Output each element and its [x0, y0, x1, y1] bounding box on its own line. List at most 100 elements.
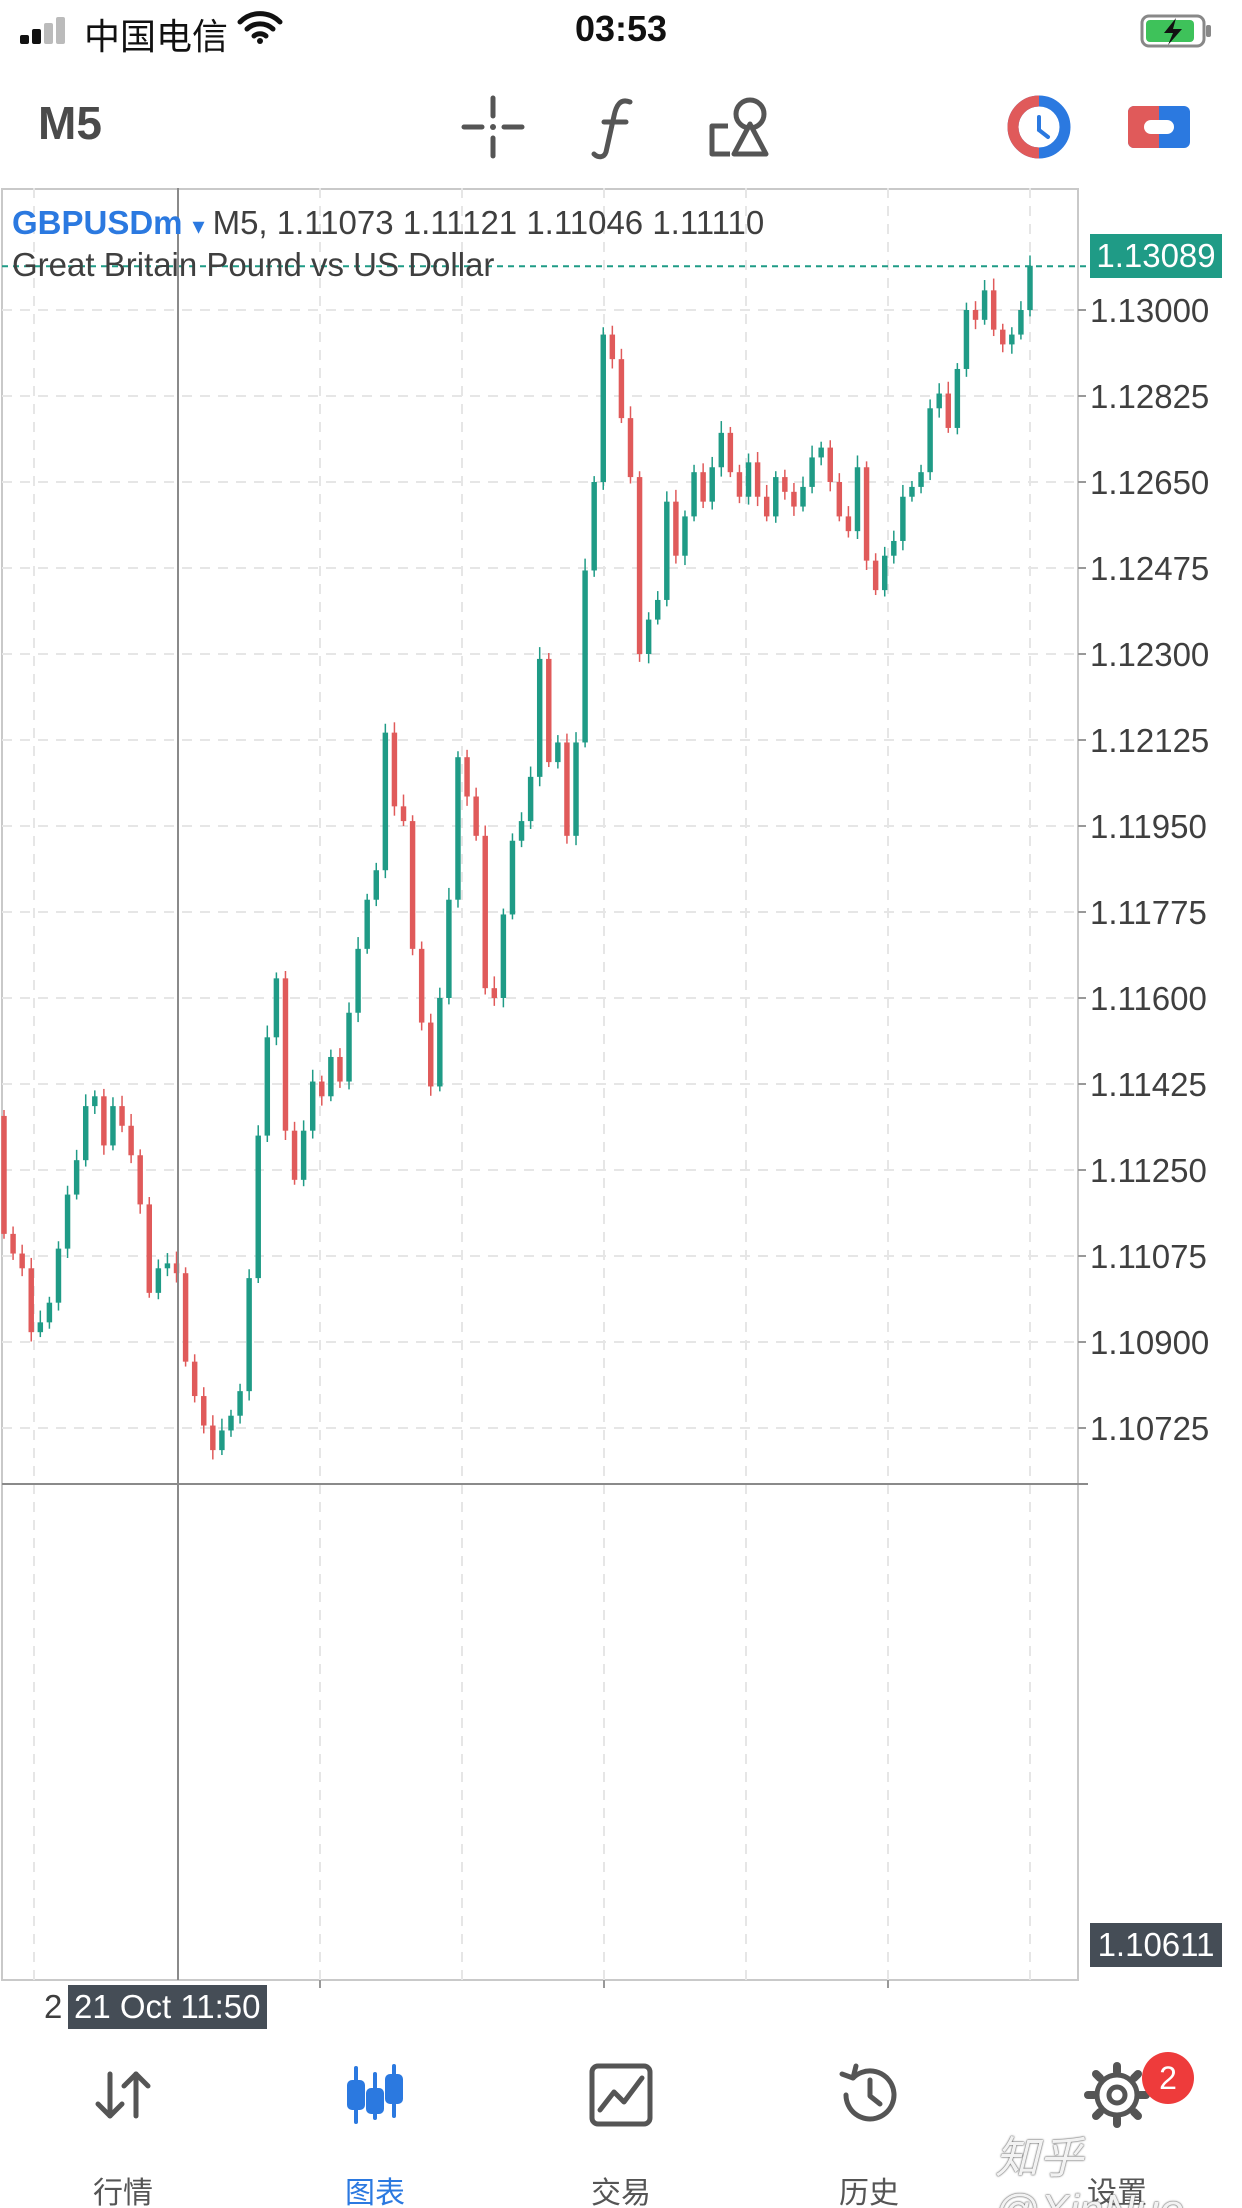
chart-frame [1, 188, 1079, 1981]
crosshair-icon[interactable] [458, 92, 528, 162]
y-tick-label: 1.12475 [1090, 550, 1209, 587]
candle-body [137, 1155, 143, 1205]
watermark: 知乎 @XinNuo [995, 2134, 1184, 2208]
candle-body [300, 1130, 307, 1180]
candle-body [900, 496, 906, 541]
candle-body [854, 467, 861, 532]
candle-body [773, 477, 779, 517]
candle-body [455, 757, 461, 900]
status-bar: 中国电信 03:53 [0, 0, 1242, 60]
quotes-icon [88, 2060, 158, 2130]
candle-body [1, 1115, 7, 1234]
clock: 03:53 [574, 8, 668, 49]
nav-label-settings: 设置 [1087, 2177, 1147, 2208]
candle-body [882, 555, 888, 591]
nav-label-history: 历史 [839, 2177, 899, 2208]
nav-item-trade[interactable]: 交易 [536, 2040, 706, 2208]
candlestick-chart[interactable]: 1.13000 1.12825 1.12650 1.12475 1.12300 1.121… [0, 188, 1242, 1988]
candle-body [110, 1106, 116, 1146]
candle-body [818, 447, 824, 458]
candle-body [210, 1425, 216, 1451]
y-tick-label: 1.12125 [1090, 722, 1209, 759]
candle-body [564, 742, 570, 836]
y-tick-label: 1.11775 [1090, 894, 1207, 931]
candle-body [146, 1204, 152, 1293]
candle-body [482, 835, 488, 989]
y-tick-label: 1.11075 [1090, 1238, 1207, 1275]
wifi-icon [236, 10, 284, 51]
candle-body [173, 1263, 180, 1274]
candle-body [909, 486, 915, 497]
notification-badge: 2 [1142, 2052, 1194, 2104]
y-tick-label: 1.10725 [1090, 1410, 1209, 1447]
y-tick-label: 1.12300 [1090, 636, 1209, 673]
objects-icon[interactable] [706, 92, 776, 162]
candle-body [446, 899, 452, 998]
candle-body [891, 540, 897, 556]
nav-item-quotes[interactable]: 行情 [38, 2040, 208, 2208]
candle-body [337, 1056, 343, 1082]
candle-body [491, 988, 498, 998]
candle-body [464, 757, 470, 797]
candle-body [591, 482, 597, 571]
candle-body [627, 418, 634, 478]
candle-body [10, 1233, 16, 1254]
y-tick-label: 1.12825 [1090, 378, 1209, 415]
candle-body [219, 1430, 225, 1451]
candle-body [700, 472, 706, 502]
candle-body [600, 334, 606, 482]
candle-body [682, 516, 688, 556]
candle-body [500, 914, 507, 998]
candle-body [309, 1081, 316, 1131]
candle-body [782, 477, 788, 492]
candle-body [282, 978, 289, 1131]
candle-body [346, 1012, 352, 1082]
candle-body [155, 1268, 162, 1293]
candle-body [954, 368, 961, 428]
candle-body [437, 998, 443, 1087]
candle-body [1018, 310, 1024, 335]
candle-body [119, 1106, 125, 1126]
candle-body [255, 1135, 261, 1279]
candle-body [373, 870, 379, 900]
candle-body [473, 796, 479, 836]
candle-body [46, 1302, 53, 1323]
candle-body [364, 899, 370, 949]
account-icon[interactable] [1124, 92, 1194, 162]
candle-body [845, 516, 852, 532]
symbol-dropdown-icon[interactable]: ▾ [192, 213, 205, 240]
candle-body [673, 501, 679, 556]
candle-body [64, 1194, 71, 1249]
candle-body [55, 1248, 62, 1303]
candle-body [727, 432, 734, 473]
candle-body [319, 1081, 325, 1097]
settings-icon [1082, 2060, 1152, 2130]
candle-body [355, 948, 361, 1013]
nav-item-history[interactable]: 历史 [784, 2040, 954, 2208]
candle-body [809, 457, 815, 487]
bottom-navigation: 行情 图表 交易 [0, 2040, 1242, 2208]
candle-body [1027, 265, 1033, 310]
function-icon[interactable] [582, 92, 652, 162]
candle-body [19, 1253, 25, 1269]
nav-item-settings[interactable]: 设置 [1032, 2040, 1202, 2208]
crosshair-time-tag: 21 Oct 11:50 [68, 1985, 267, 2029]
candle-body [618, 359, 625, 419]
price-chart[interactable]: 1.13000 1.12825 1.12650 1.12475 1.12300 1.121… [0, 188, 1242, 2029]
candle-body [201, 1396, 207, 1426]
candle-body [836, 482, 843, 517]
timeframe-button[interactable]: M5 [38, 97, 102, 149]
candle-body [927, 408, 933, 473]
nav-item-chart[interactable]: 图表 [290, 2040, 460, 2208]
candle-body [1000, 329, 1006, 345]
candle-body [655, 599, 661, 620]
candle-body [509, 840, 516, 915]
candle-body [573, 742, 579, 836]
candle-body [972, 310, 979, 320]
candle-body [791, 491, 797, 507]
candle-body [582, 570, 588, 743]
symbol-name[interactable]: GBPUSDm [12, 204, 183, 241]
chart-icon [340, 2060, 410, 2130]
candle-body [228, 1415, 234, 1431]
one-click-trading-icon[interactable] [1004, 92, 1074, 162]
